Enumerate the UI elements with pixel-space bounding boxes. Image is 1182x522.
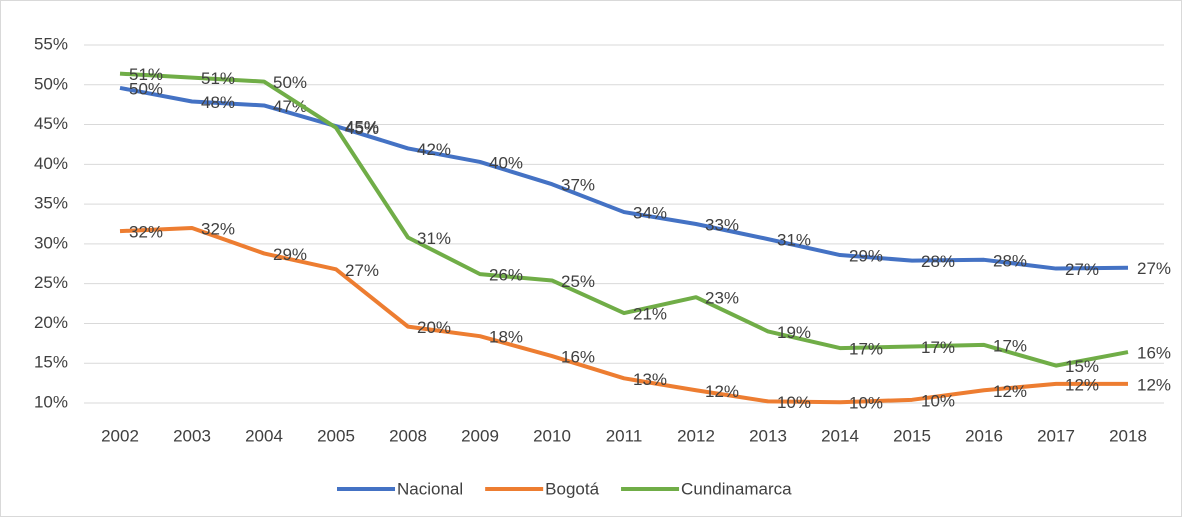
data-label: 45% (345, 118, 379, 137)
data-label: 23% (705, 289, 739, 308)
y-tick-label: 40% (34, 154, 68, 173)
x-tick-label: 2002 (101, 426, 139, 445)
x-tick-label: 2010 (533, 426, 571, 445)
y-tick-label: 20% (34, 313, 68, 332)
y-tick-label: 15% (34, 353, 68, 372)
data-label: 32% (129, 223, 163, 242)
data-label: 28% (921, 252, 955, 271)
data-label: 25% (561, 272, 595, 291)
x-tick-label: 2015 (893, 426, 931, 445)
data-label: 12% (1065, 375, 1099, 394)
data-label: 18% (489, 328, 523, 347)
legend-label: Cundinamarca (681, 479, 792, 498)
x-tick-label: 2004 (245, 426, 283, 445)
y-tick-label: 55% (34, 34, 68, 53)
data-label: 10% (777, 393, 811, 412)
x-tick-label: 2016 (965, 426, 1003, 445)
data-label: 48% (201, 93, 235, 112)
data-label: 17% (849, 340, 883, 359)
y-tick-label: 35% (34, 194, 68, 213)
data-label: 34% (633, 204, 667, 223)
y-tick-label: 45% (34, 114, 68, 133)
x-tick-label: 2011 (606, 426, 643, 445)
data-label: 12% (993, 382, 1027, 401)
x-tick-label: 2018 (1109, 426, 1147, 445)
x-tick-label: 2003 (173, 426, 211, 445)
data-label: 45% (345, 119, 379, 138)
y-tick-label: 25% (34, 273, 68, 292)
data-label: 28% (993, 251, 1027, 270)
data-label: 29% (273, 245, 307, 264)
legend-label: Nacional (397, 479, 463, 498)
data-label: 12% (1137, 375, 1171, 394)
data-label: 17% (921, 338, 955, 357)
series-line (119, 85, 1129, 271)
data-label: 19% (777, 323, 811, 342)
x-tick-label: 2008 (389, 426, 427, 445)
data-label: 29% (849, 247, 883, 266)
data-label: 27% (345, 261, 379, 280)
data-label: 12% (705, 382, 739, 401)
data-label: 32% (201, 219, 235, 238)
data-label: 50% (129, 79, 163, 98)
data-label: 16% (1137, 344, 1171, 363)
data-label: 16% (561, 348, 595, 367)
y-tick-label: 30% (34, 233, 68, 252)
series-line (119, 71, 1129, 368)
data-label: 51% (201, 69, 235, 88)
data-label: 13% (633, 370, 667, 389)
data-label: 21% (633, 305, 667, 324)
data-label: 37% (561, 176, 595, 195)
y-tick-label: 10% (34, 392, 68, 411)
data-label: 26% (489, 266, 523, 285)
data-label: 40% (489, 153, 523, 172)
data-label: 10% (921, 391, 955, 410)
data-label: 10% (849, 394, 883, 413)
data-label: 20% (417, 318, 451, 337)
data-label: 27% (1065, 260, 1099, 279)
data-label: 15% (1065, 357, 1099, 376)
data-label: 17% (993, 336, 1027, 355)
data-label: 31% (777, 231, 811, 250)
y-tick-label: 50% (34, 74, 68, 93)
series-line (119, 225, 1128, 405)
data-label: 27% (1137, 259, 1171, 278)
legend-label: Bogotá (545, 479, 599, 498)
data-label: 51% (129, 65, 163, 84)
x-tick-label: 2012 (677, 426, 715, 445)
data-label: 33% (705, 215, 739, 234)
x-tick-label: 2013 (749, 426, 787, 445)
x-tick-label: 2005 (317, 426, 355, 445)
data-label: 50% (273, 73, 307, 92)
data-label: 31% (417, 229, 451, 248)
data-label: 42% (417, 140, 451, 159)
x-tick-label: 2017 (1037, 426, 1075, 445)
x-tick-label: 2009 (461, 426, 499, 445)
x-tick-label: 2014 (821, 426, 859, 445)
